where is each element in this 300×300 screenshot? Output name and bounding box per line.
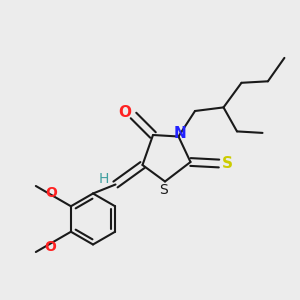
Text: S: S xyxy=(222,156,233,171)
Text: O: O xyxy=(45,186,57,200)
Text: O: O xyxy=(118,105,132,120)
Text: O: O xyxy=(44,240,56,254)
Text: N: N xyxy=(174,126,186,141)
Text: H: H xyxy=(99,172,109,186)
Text: S: S xyxy=(159,183,168,197)
